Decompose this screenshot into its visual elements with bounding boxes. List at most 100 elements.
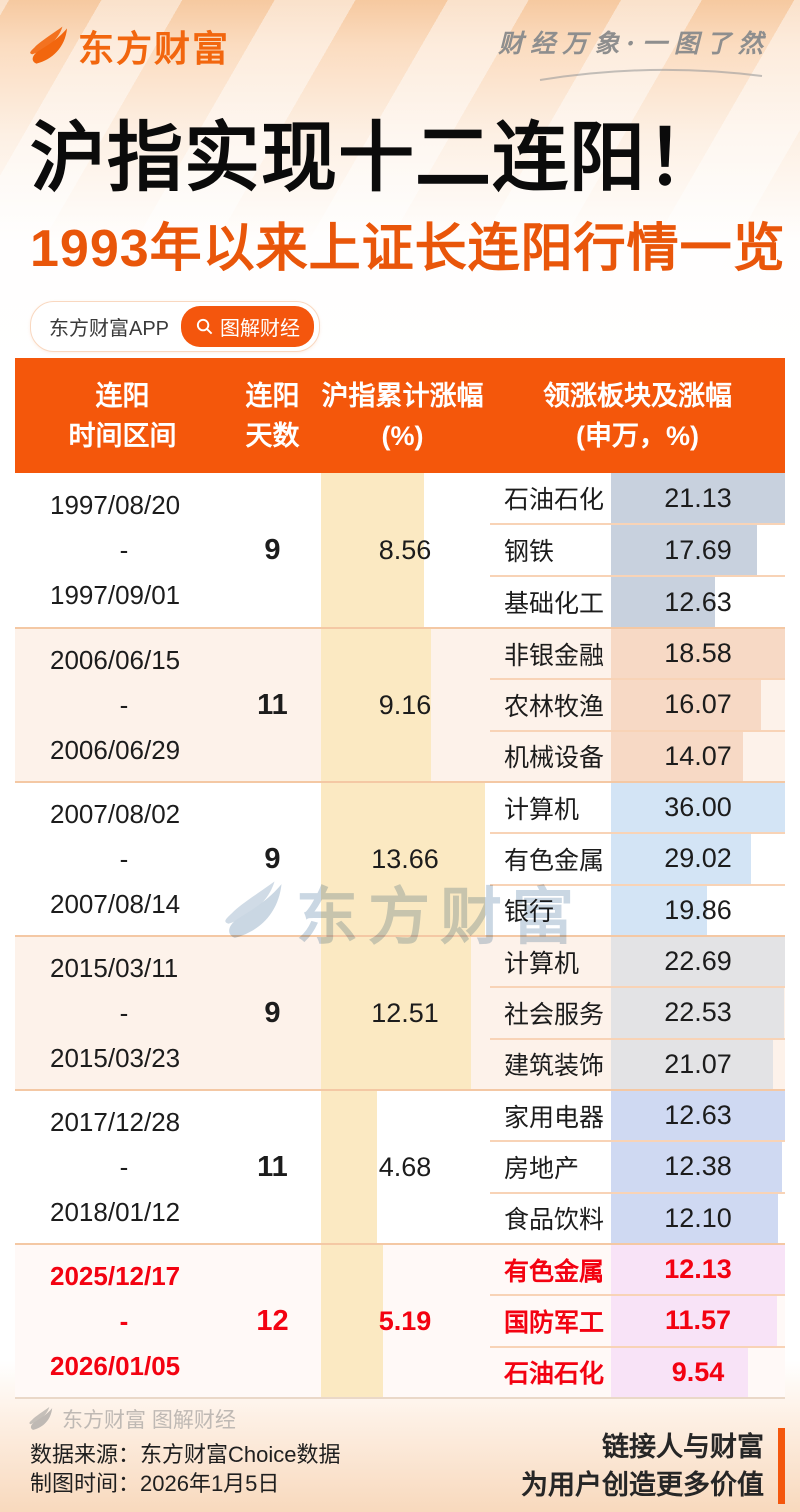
sector-gain-bar (611, 783, 785, 833)
sector-gain-bar (611, 885, 707, 935)
sector-name: 有色金属 (504, 846, 605, 875)
cumulative-gain-cell: 9.16 (315, 629, 490, 781)
tagline-swoosh-line (539, 68, 763, 81)
sector-row: 家用电器 12.63 (490, 1091, 785, 1141)
sector-name: 国防军工 (504, 1308, 605, 1337)
sector-gain-bar (611, 1039, 773, 1089)
sector-name: 农林牧渔 (504, 692, 605, 721)
header-days: 连阳 天数 (230, 358, 315, 473)
sector-gain-value: 12.13 (664, 1254, 732, 1285)
table-row: 2007/08/02 - 2007/08/14 9 13.66 计算机 36.00 有色金属 2… (15, 781, 785, 935)
sector-gain-value: 17.69 (664, 534, 732, 565)
cumulative-gain-cell: 12.51 (315, 937, 490, 1089)
period-range-cell: 2015/03/11 - 2015/03/23 (15, 946, 230, 1081)
sector-bar-zone: 22.53 (611, 988, 785, 1038)
sector-gain-bar (611, 937, 785, 987)
header-period-line1: 连阳 (95, 380, 150, 411)
period-start-date: 2025/12/17 (50, 1260, 181, 1291)
app-badge-label: 东方财富APP (49, 318, 170, 340)
footer-data-source: 数据来源：东方财富Choice数据 (30, 1442, 341, 1467)
sector-gain-bar (611, 525, 757, 575)
sector-name: 家用电器 (504, 1103, 605, 1132)
period-end-date: 2007/08/14 (50, 888, 181, 919)
header-sectors-line2: (申万，%) (576, 420, 699, 451)
sector-gain-value: 9.54 (671, 1356, 725, 1387)
sector-gain-bar (611, 1091, 785, 1141)
sector-bar-zone: 14.07 (611, 731, 785, 781)
sector-gain-bar (611, 1245, 785, 1295)
consecutive-days-cell: 11 (257, 1150, 288, 1183)
period-end-date: 2026/01/05 (50, 1350, 181, 1381)
sector-name: 石油石化 (504, 1360, 605, 1389)
search-icon (196, 318, 213, 335)
badge-group: 东方财富APP 图解财经 (30, 301, 321, 352)
sector-row: 机械设备 14.07 (490, 729, 785, 781)
period-start-date: 2006/06/15 (50, 644, 181, 675)
sector-row: 银行 19.86 (490, 883, 785, 935)
search-button-label: 图解财经 (220, 318, 301, 340)
cumulative-gain-cell: 4.68 (315, 1091, 490, 1243)
search-button[interactable]: 图解财经 (181, 306, 315, 347)
eastmoney-flame-icon (30, 26, 68, 64)
sector-bar-zone: 12.63 (611, 577, 785, 627)
sector-gain-value: 22.53 (664, 997, 732, 1028)
brand-logo: 东方财富 (28, 20, 230, 72)
period-start-date: 2007/08/02 (50, 798, 181, 829)
sector-gain-value: 12.63 (664, 586, 732, 617)
footer-brand: 东方财富 图解财经 (28, 1404, 236, 1434)
leading-sectors-cell: 有色金属 12.13 国防军工 11.57 石油石化 9.54 (490, 1245, 785, 1397)
sector-gain-value: 12.10 (664, 1202, 732, 1233)
sector-bar-zone: 21.13 (611, 473, 785, 523)
period-start-date: 2017/12/28 (50, 1106, 181, 1137)
consecutive-days-cell: 12 (256, 1304, 289, 1337)
data-table: 连阳 时间区间 连阳 天数 沪指累计涨幅 (%) 领涨板块及涨幅 (申万，%) … (15, 358, 785, 1399)
period-end-date: 2006/06/29 (50, 734, 181, 765)
sector-row: 计算机 36.00 (490, 783, 785, 833)
cumulative-gain-value: 5.19 (378, 1305, 432, 1336)
period-range-cell: 2025/12/17 - 2026/01/05 (15, 1254, 230, 1389)
sector-row: 有色金属 12.13 (490, 1245, 785, 1295)
period-end-date: 2018/01/12 (50, 1196, 181, 1227)
banner-tagline-text: 财经万象·一图了然 (498, 29, 770, 58)
period-range-separator: - (119, 534, 129, 565)
app-badge[interactable]: 东方财富APP 图解财经 (30, 301, 321, 352)
sector-bar-zone: 36.00 (611, 783, 785, 833)
sector-gain-bar (611, 1296, 777, 1346)
leading-sectors-cell: 家用电器 12.63 房地产 12.38 食品饮料 12.10 (490, 1091, 785, 1243)
page-subtitle: 1993年以来上证长连阳行情一览 (30, 220, 786, 278)
header-sectors-line1: 领涨板块及涨幅 (543, 380, 732, 411)
sector-gain-value: 22.69 (664, 946, 732, 977)
table-row: 2006/06/15 - 2006/06/29 11 9.16 非银金融 18.58 农林牧渔… (15, 627, 785, 781)
cumulative-gain-bar (321, 473, 424, 627)
consecutive-days-cell: 9 (264, 996, 281, 1029)
cumulative-gain-bar (321, 1091, 378, 1243)
sector-row: 房地产 12.38 (490, 1140, 785, 1192)
sector-gain-bar (611, 834, 752, 884)
sector-bar-zone: 21.07 (611, 1039, 785, 1089)
sector-name: 计算机 (504, 795, 580, 824)
table-body: 1997/08/20 - 1997/09/01 9 8.56 石油石化 21.13 钢铁 17.… (15, 473, 785, 1397)
sector-gain-bar (611, 680, 762, 730)
leading-sectors-cell: 计算机 36.00 有色金属 29.02 银行 19.86 (490, 783, 785, 935)
sector-name: 社会服务 (504, 1000, 605, 1029)
consecutive-days-cell: 9 (264, 842, 281, 875)
sector-name: 钢铁 (504, 538, 555, 566)
sector-bar-zone: 12.13 (611, 1245, 785, 1295)
footer-made-date: 制图时间：2026年1月5日 (30, 1471, 280, 1496)
period-range-separator: - (119, 997, 129, 1028)
footer-slogan-line2: 为用户创造更多价值 (521, 1470, 764, 1500)
sector-row: 钢铁 17.69 (490, 523, 785, 575)
sector-row: 基础化工 12.63 (490, 575, 785, 627)
period-range-separator: - (119, 843, 129, 874)
cumulative-gain-cell: 8.56 (315, 473, 490, 627)
table-row: 2015/03/11 - 2015/03/23 9 12.51 计算机 22.69 社会服务 2… (15, 935, 785, 1089)
cumulative-gain-bar (321, 937, 472, 1089)
sector-bar-zone: 29.02 (611, 834, 785, 884)
period-range-cell: 1997/08/20 - 1997/09/01 (15, 483, 230, 618)
sector-name: 房地产 (504, 1154, 580, 1183)
sector-gain-value: 12.63 (664, 1100, 732, 1131)
header-days-line1: 连阳 (245, 380, 300, 411)
sector-row: 食品饮料 12.10 (490, 1191, 785, 1243)
header-period-line2: 时间区间 (68, 420, 177, 451)
cumulative-gain-cell: 13.66 (315, 783, 490, 935)
